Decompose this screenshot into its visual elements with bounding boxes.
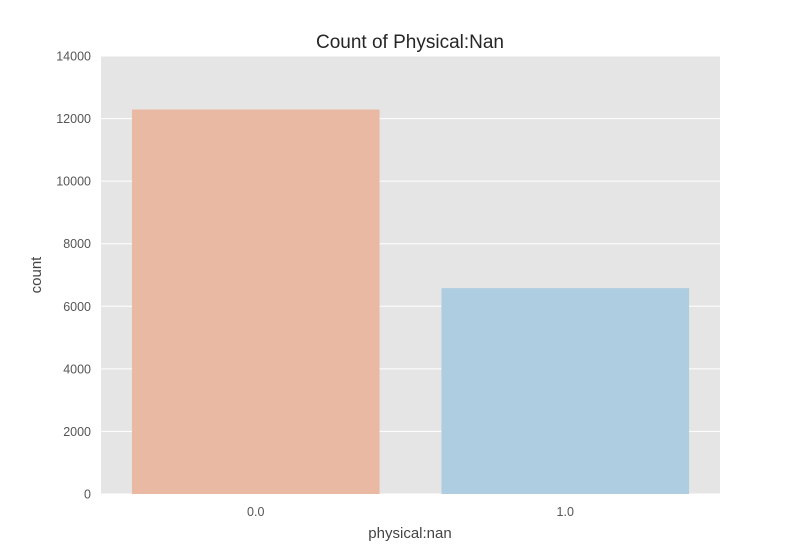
y-axis-label: count bbox=[28, 256, 45, 294]
y-tick-label: 12000 bbox=[56, 112, 91, 126]
y-tick-label: 4000 bbox=[63, 362, 91, 376]
y-tick-label: 2000 bbox=[63, 425, 91, 439]
y-tick-label: 10000 bbox=[56, 175, 91, 189]
x-axis-label: physical:nan bbox=[368, 525, 451, 542]
y-tick-label: 0 bbox=[84, 488, 91, 502]
bar-1.0 bbox=[441, 288, 690, 494]
bar-0.0 bbox=[131, 109, 380, 495]
bars bbox=[131, 109, 690, 495]
y-tick-label: 14000 bbox=[56, 50, 91, 64]
x-axis-ticks: 0.0 1.0 bbox=[247, 505, 574, 519]
chart-title: Count of Physical:Nan bbox=[316, 32, 504, 53]
x-tick-label: 0.0 bbox=[247, 505, 264, 519]
y-tick-label: 8000 bbox=[63, 237, 91, 251]
x-tick-label: 1.0 bbox=[557, 505, 574, 519]
y-tick-label: 6000 bbox=[63, 300, 91, 314]
y-axis-ticks: 0 2000 4000 6000 8000 10000 12000 14000 bbox=[56, 50, 91, 502]
